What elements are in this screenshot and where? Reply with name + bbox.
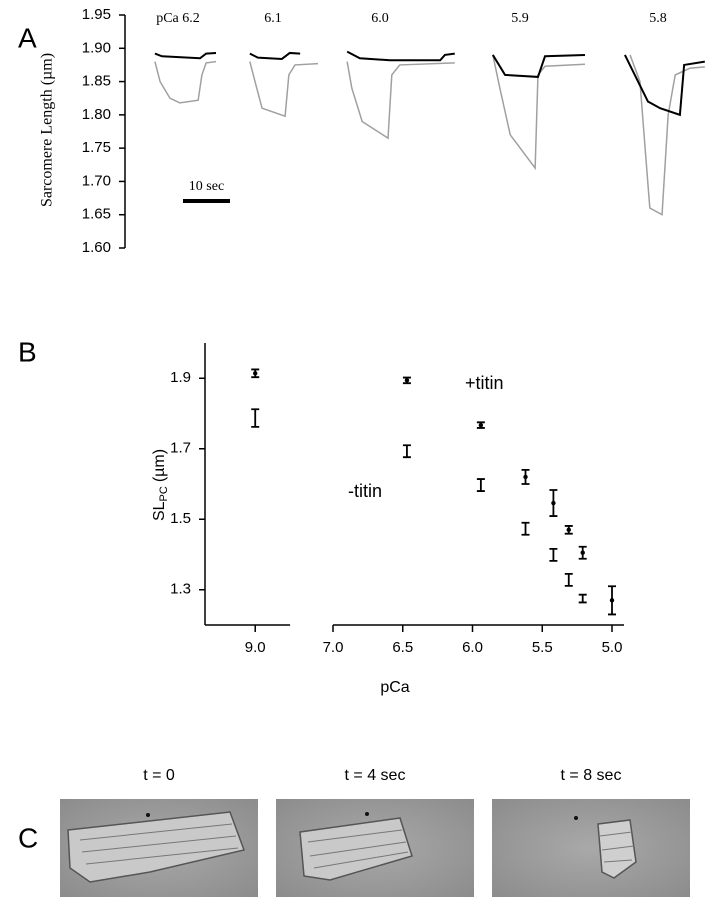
- annotation: pCa 6.2: [156, 11, 200, 26]
- y-axis-label: Sarcomere Length (µm): [39, 53, 56, 207]
- series-label: -titin: [348, 481, 382, 501]
- photo: [276, 799, 474, 897]
- panel-label: C: [18, 822, 38, 853]
- frame-label: t = 4 sec: [345, 767, 406, 784]
- photo-row: [60, 799, 690, 897]
- point: [566, 527, 571, 533]
- y-tick-label: 1.65: [82, 206, 111, 223]
- annotation: 6.0: [371, 11, 389, 26]
- x-axis-label: pCa: [380, 679, 409, 696]
- y-tick-label: 1.80: [82, 106, 111, 123]
- photo: [492, 799, 690, 897]
- point: [478, 422, 484, 428]
- y-tick-label: 1.5: [170, 510, 191, 527]
- error-bar: [402, 444, 411, 459]
- y-tick-label: 1.85: [82, 73, 111, 90]
- trace: [249, 51, 301, 60]
- x-tick-label: 6.0: [462, 639, 483, 656]
- trace: [249, 61, 319, 118]
- y-tick-label: 1.3: [170, 581, 191, 598]
- y-tick-label: 1.7: [170, 440, 191, 457]
- error-bar: [549, 547, 558, 562]
- annotation: 5.9: [511, 11, 529, 26]
- y-tick-label: 1.9: [170, 369, 191, 386]
- photo: [60, 799, 258, 897]
- trace: [629, 54, 705, 216]
- trace: [346, 50, 455, 62]
- annotation: 5.8: [649, 11, 667, 26]
- point: [253, 371, 258, 376]
- y-label-unit: (µm): [151, 449, 168, 482]
- y-tick-label: 1.95: [82, 6, 111, 23]
- point: [580, 550, 585, 555]
- x-tick-label: 5.5: [532, 639, 553, 656]
- trace: [624, 54, 705, 117]
- y-tick-label: 1.90: [82, 39, 111, 56]
- error-bar: [578, 593, 587, 604]
- trace: [154, 51, 217, 60]
- y-axis-label: SLPC (µm): [151, 449, 170, 521]
- trace: [154, 60, 217, 104]
- y-tick-label: 1.60: [82, 239, 111, 256]
- annotation: 6.1: [264, 11, 282, 26]
- point: [551, 500, 556, 506]
- trace: [346, 61, 455, 140]
- error-bar: [564, 572, 573, 587]
- frame-label: t = 0: [143, 767, 175, 784]
- y-tick-label: 1.75: [82, 139, 111, 156]
- error-bar: [521, 521, 530, 536]
- panel-label: B: [18, 336, 37, 367]
- y-label-main: SL: [151, 501, 168, 521]
- series-label: +titin: [465, 373, 504, 393]
- x-tick-label: 5.0: [602, 639, 623, 656]
- frame-label: t = 8 sec: [561, 767, 622, 784]
- trace: [491, 53, 585, 78]
- point: [609, 598, 615, 603]
- y-tick-label: 1.70: [82, 172, 111, 189]
- error-bar: [476, 478, 485, 492]
- panel-label: A: [18, 22, 37, 53]
- x-tick-label: 7.0: [323, 639, 344, 656]
- x-tick-label: 6.5: [392, 639, 413, 656]
- error-bar: [251, 408, 260, 428]
- point: [523, 474, 528, 480]
- scale-bar-label: 10 sec: [189, 179, 224, 194]
- y-label-sub: PC: [158, 486, 170, 501]
- point: [404, 378, 410, 383]
- x-tick-label: 9.0: [245, 639, 266, 656]
- trace: [492, 54, 585, 171]
